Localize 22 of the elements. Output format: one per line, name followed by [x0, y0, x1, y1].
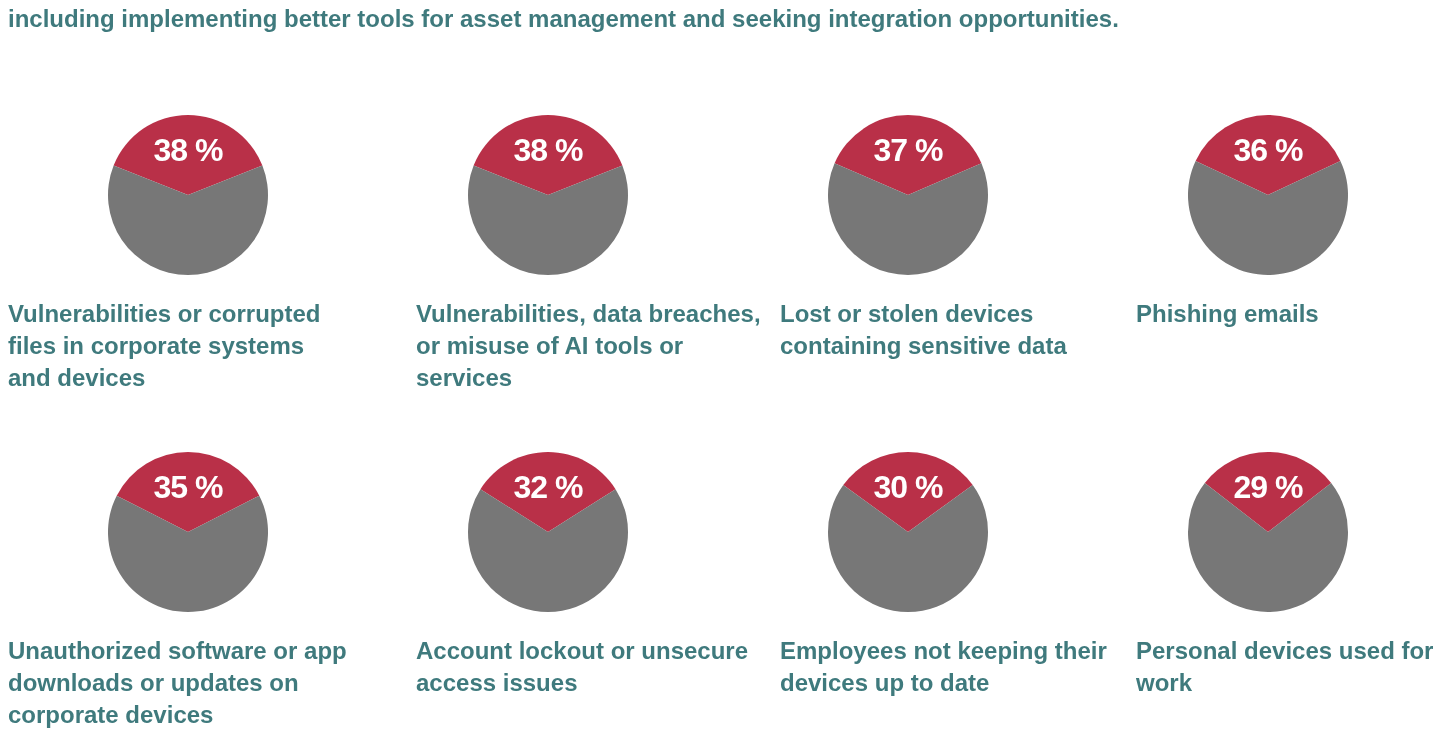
data-label: 38 %	[153, 132, 224, 169]
text: including implementing better tools for asset management and seeking integration opportunities.	[8, 5, 1119, 32]
text: Vulnerabilities or corrupted files in corporate systems and devices	[8, 300, 321, 391]
pie-slice	[108, 165, 268, 275]
data-label: 32 %	[513, 469, 584, 506]
text: Personal devices used for work	[1135, 637, 1434, 696]
text: Unauthorized software or app downloads or updates on corporate devices	[8, 637, 347, 728]
pie-slice	[1188, 160, 1348, 275]
pie-slice	[834, 115, 982, 195]
data-label: 30 %	[873, 469, 944, 506]
pie-slice	[468, 165, 628, 275]
text: Vulnerabilities, data breaches, or misuse of AI tools or services	[416, 300, 761, 391]
pie-slice	[828, 163, 988, 275]
data-label: 38 %	[513, 132, 584, 169]
text: Lost or stolen devices containing sensitive data	[780, 300, 1068, 359]
data-label: 35 %	[153, 469, 224, 506]
text: Account lockout or unsecure access issues	[416, 637, 749, 696]
data-label: 29 %	[1233, 469, 1304, 506]
data-label: 36 %	[1233, 132, 1304, 169]
data-label: 37 %	[873, 132, 944, 169]
text: Employees not keeping their devices up to date	[780, 637, 1107, 696]
text: Phishing emails	[1136, 300, 1319, 327]
